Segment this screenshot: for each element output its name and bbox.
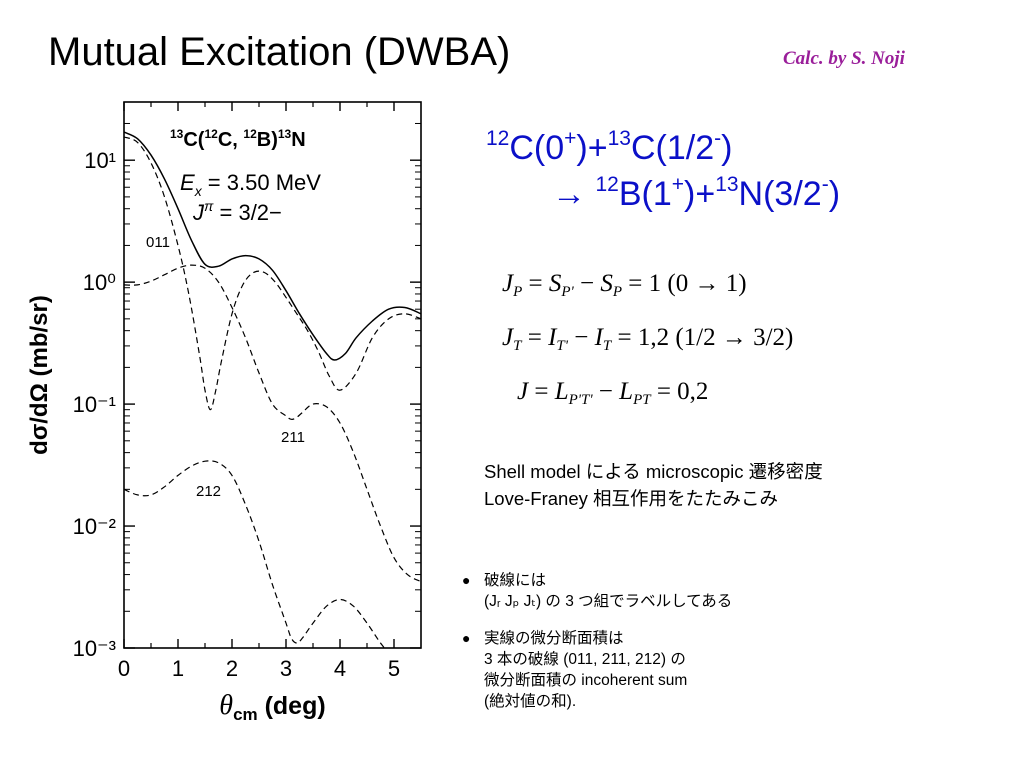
- x-tick-label: 3: [280, 656, 292, 681]
- equation-jp: JP = SP' − SP = 1 (0 → 1): [502, 270, 747, 300]
- curve-label-011: 011: [146, 234, 170, 251]
- x-tick-label: 0: [118, 656, 130, 681]
- reaction-label: 13C(12C, 12B)13N: [170, 127, 306, 151]
- bullet-dot-icon: ●: [462, 630, 471, 646]
- x-axis-label: θcm (deg): [219, 690, 325, 724]
- reaction-equation: 12C(0+)+13C(1/2-) → 12B(1+)+13N(3/2-): [486, 125, 840, 217]
- axis-ticks: 0 1 2 3 4 5 10⁻³ 10⁻² 10⁻¹ 10⁰ 10¹: [73, 101, 421, 681]
- reaction-line-1: 12C(0+)+13C(1/2-): [486, 127, 733, 167]
- spin-label: Jπ = 3/2−: [192, 198, 282, 225]
- curve-label-212: 212: [196, 483, 221, 500]
- curve-label-211: 211: [281, 429, 305, 446]
- bullet-line: 破線には: [484, 572, 547, 589]
- series-line-sum: [124, 131, 421, 361]
- bullet-dot-icon: ●: [462, 572, 471, 588]
- x-tick-label: 5: [388, 656, 400, 681]
- x-tick-label: 2: [226, 656, 238, 681]
- y-tick-label: 10⁻¹: [73, 392, 116, 417]
- slide-title: Mutual Excitation (DWBA): [48, 30, 511, 74]
- method-note: Shell model による microscopic 遷移密度 Love-Fr…: [484, 458, 823, 512]
- note-line-2: Love-Franey 相互作用をたたみこみ: [484, 488, 778, 509]
- bullet-line: 3 本の破線 (011, 211, 212) の: [484, 651, 686, 668]
- equation-jt: JT = IT' − IT = 1,2 (1/2 → 3/2): [502, 324, 794, 354]
- reaction-line-2: → 12B(1+)+13N(3/2-): [552, 173, 841, 213]
- y-axis-label: dσ/dΩ (mb/sr): [26, 295, 53, 455]
- energy-label: Ex = 3.50 MeV: [180, 170, 321, 199]
- y-tick-label: 10⁻³: [73, 636, 116, 661]
- bullet-list: ● 破線には (Jᵣ Jₚ Jₜ) の 3 つ組でラベルしてある ● 実線の微分断面積は…: [462, 570, 732, 728]
- bullet-line: 実線の微分断面積は: [484, 630, 624, 647]
- series-line-211: [124, 264, 421, 583]
- bullet-line: (Jᵣ Jₚ Jₜ) の 3 つ組でラベルしてある: [484, 593, 733, 610]
- equation-j: J = LP'T' − LPT = 0,2: [517, 378, 709, 408]
- bullet-line: 微分断面積の incoherent sum: [484, 672, 688, 689]
- bullet-line: (絶対値の和).: [484, 693, 577, 710]
- x-tick-label: 4: [334, 656, 346, 681]
- note-line-1: Shell model による microscopic 遷移密度: [484, 461, 823, 482]
- x-tick-label: 1: [172, 656, 184, 681]
- series-line-011: [124, 136, 421, 411]
- y-tick-label: 10⁰: [83, 270, 116, 295]
- bullet-item: ● 破線には (Jᵣ Jₚ Jₜ) の 3 つ組でラベルしてある: [462, 570, 732, 612]
- y-tick-label: 10⁻²: [73, 514, 116, 539]
- axis-labels: θcm (deg) dσ/dΩ (mb/sr): [26, 295, 326, 724]
- cross-section-chart: 0 1 2 3 4 5 10⁻³ 10⁻² 10⁻¹ 10⁰ 10¹ θcm (deg) dσ/dΩ …: [26, 101, 422, 724]
- chart-curves: [124, 131, 421, 648]
- y-tick-label: 10¹: [84, 148, 116, 173]
- credit-label: Calc. by S. Noji: [783, 48, 905, 69]
- series-line-212: [124, 460, 386, 648]
- bullet-item: ● 実線の微分断面積は 3 本の破線 (011, 211, 212) の微分断面積の…: [462, 628, 732, 712]
- plot-frame: [123, 101, 422, 649]
